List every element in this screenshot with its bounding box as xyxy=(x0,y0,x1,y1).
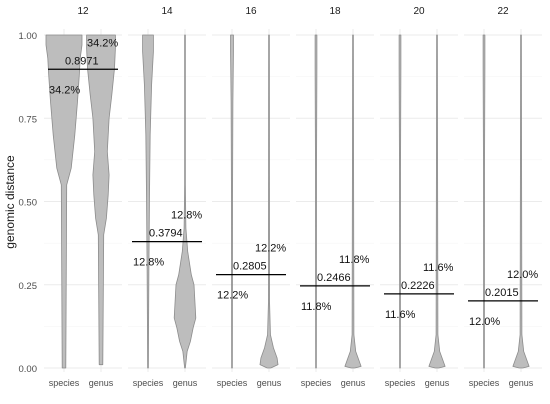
x-tick-label: genus xyxy=(509,378,534,388)
facet-panels: 12 species genus 0.8971 34.2% 34.2% 14 species g… xyxy=(44,6,542,388)
facet-strip-label: 18 xyxy=(329,6,341,17)
x-tick-label: genus xyxy=(257,378,282,388)
genus-violin xyxy=(512,34,530,369)
species-percent-label: 11.8% xyxy=(301,301,332,313)
facet-panel: 12 species genus 0.8971 34.2% 34.2% xyxy=(44,6,122,388)
species-violin xyxy=(314,34,318,369)
species-violin xyxy=(142,34,154,369)
threshold-label: 0.8971 xyxy=(65,55,99,67)
species-percent-label: 12.0% xyxy=(469,316,500,328)
x-tick-label: species xyxy=(49,378,80,388)
species-percent-label: 12.2% xyxy=(217,290,248,302)
y-tick-label: 1.00 xyxy=(19,31,38,42)
y-tick-label: 0.75 xyxy=(19,114,38,125)
y-tick-label: 0.50 xyxy=(19,198,38,209)
species-violin xyxy=(398,34,402,369)
genus-violin xyxy=(428,34,446,369)
y-tick-label: 0.00 xyxy=(19,364,38,375)
facet-strip-label: 14 xyxy=(161,6,173,17)
genus-percent-label: 12.8% xyxy=(171,210,202,222)
x-tick-label: species xyxy=(133,378,164,388)
genus-percent-label: 11.6% xyxy=(423,262,454,274)
genus-violin xyxy=(173,34,197,369)
x-tick-label: genus xyxy=(425,378,450,388)
species-violin xyxy=(45,34,83,369)
species-violin xyxy=(230,34,234,369)
threshold-label: 0.2805 xyxy=(233,261,267,273)
y-tick-label: 0.25 xyxy=(19,281,38,292)
threshold-label: 0.2466 xyxy=(317,272,351,284)
facet-panel: 20 species genus 0.2226 11.6% 11.6% xyxy=(380,6,458,388)
facet-panel: 18 species genus 0.2466 11.8% 11.8% xyxy=(296,6,374,388)
facet-panel: 16 species genus 0.2805 12.2% 12.2% xyxy=(212,6,290,388)
genus-percent-label: 11.8% xyxy=(339,254,370,266)
facet-strip-label: 12 xyxy=(77,6,89,17)
x-tick-label: genus xyxy=(89,378,114,388)
facet-panel: 14 species genus 0.3794 12.8% 12.8% xyxy=(128,6,206,388)
facet-strip-label: 20 xyxy=(413,6,425,17)
genus-violin xyxy=(86,34,116,366)
facet-panel: 22 species genus 0.2015 12.0% 12.0% xyxy=(464,6,542,388)
species-percent-label: 34.2% xyxy=(49,84,80,96)
x-tick-label: species xyxy=(385,378,416,388)
x-tick-label: genus xyxy=(341,378,366,388)
threshold-label: 0.2015 xyxy=(485,287,519,299)
x-tick-label: genus xyxy=(173,378,198,388)
threshold-label: 0.2226 xyxy=(401,280,435,292)
genus-percent-label: 12.2% xyxy=(255,243,286,255)
x-tick-label: species xyxy=(217,378,248,388)
x-tick-label: species xyxy=(469,378,500,388)
genus-violin xyxy=(344,34,362,369)
y-axis-title: genomic distance xyxy=(3,155,17,249)
threshold-label: 0.3794 xyxy=(149,228,183,240)
genus-percent-label: 12.0% xyxy=(507,269,538,281)
genus-violin xyxy=(259,34,279,369)
species-percent-label: 11.6% xyxy=(385,309,416,321)
species-percent-label: 12.8% xyxy=(133,257,164,269)
facet-strip-label: 16 xyxy=(245,6,257,17)
genus-percent-label: 34.2% xyxy=(87,37,118,49)
x-tick-label: species xyxy=(301,378,332,388)
facet-strip-label: 22 xyxy=(497,6,509,17)
y-axis-ticks: 0.00 0.25 0.50 0.75 1.00 xyxy=(19,31,38,375)
